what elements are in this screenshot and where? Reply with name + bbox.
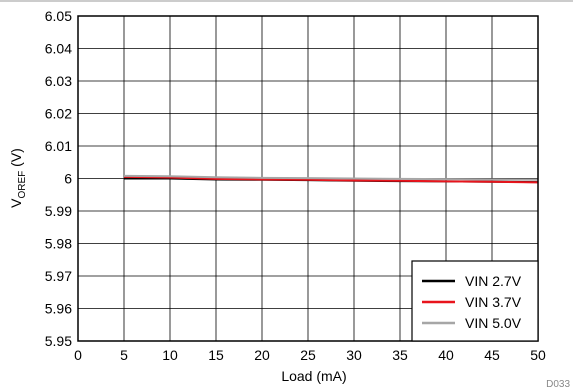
x-tick-label: 40 (438, 347, 454, 363)
y-tick-label: 5.95 (45, 333, 72, 349)
y-tick-label: 5.96 (45, 301, 72, 317)
grid (78, 16, 538, 341)
y-tick-label: 6 (64, 171, 72, 187)
x-tick-label: 15 (208, 347, 224, 363)
series-line (123, 175, 539, 184)
y-tick-label: 5.97 (45, 268, 72, 284)
y-tick-label: 5.98 (45, 236, 72, 252)
y-tick-label: 6.01 (45, 138, 72, 154)
y-axis-label-unit: (V) (8, 148, 24, 171)
x-tick-label: 30 (346, 347, 362, 363)
x-tick-label: 35 (392, 347, 408, 363)
plot-frame (77, 15, 539, 342)
y-tick-label: 6.03 (45, 73, 72, 89)
legend-label: VIN 2.7V (465, 273, 522, 289)
legend: VIN 2.7V VIN 3.7V VIN 5.0V (411, 260, 539, 342)
x-tick-label: 20 (254, 347, 270, 363)
y-tick-label: 5.99 (45, 203, 72, 219)
y-tick-labels: 5.95 5.96 5.97 5.98 5.99 6 6.01 6.02 6.03 6.04 6.0… (45, 8, 72, 349)
legend-label: VIN 5.0V (465, 315, 522, 331)
series-line (123, 174, 539, 181)
y-tick-label: 6.04 (45, 41, 72, 57)
y-tick-label: 6.02 (45, 106, 72, 122)
legend-label: VIN 3.7V (465, 294, 522, 310)
x-tick-label: 45 (484, 347, 500, 363)
figure-code: D033 (546, 379, 570, 390)
x-axis-label: Load (mA) (281, 368, 346, 384)
x-tick-label: 25 (300, 347, 316, 363)
y-tick-label: 6.05 (45, 8, 72, 24)
x-tick-label: 0 (74, 347, 82, 363)
x-tick-label: 50 (530, 347, 546, 363)
x-tick-label: 10 (162, 347, 178, 363)
y-axis-label-subscript: OREF (17, 171, 28, 199)
y-axis-label: VOREF (V) (8, 148, 28, 208)
y-axis-label-main: V (8, 198, 24, 208)
series-lines (123, 174, 539, 184)
x-tick-labels: 0 5 10 15 20 25 30 35 40 45 50 (74, 347, 546, 363)
x-tick-label: 5 (120, 347, 128, 363)
